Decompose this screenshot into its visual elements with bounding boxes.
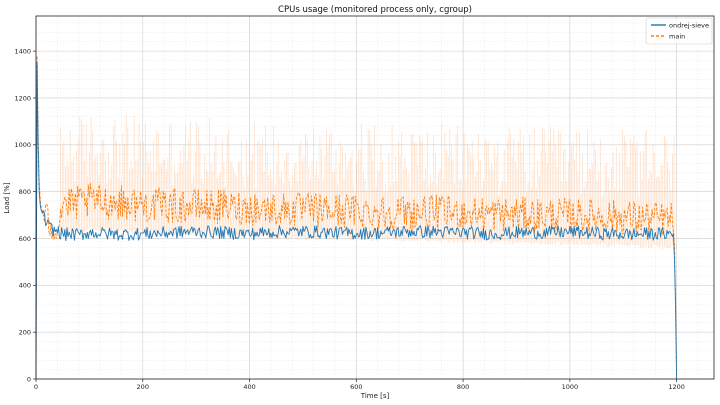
x-axis-ticks: 0 200 400 600 800 1000 1200 xyxy=(34,379,685,391)
plot-frame xyxy=(35,15,715,380)
x-tick-label: 1200 xyxy=(668,383,685,391)
y-tick-label: 1000 xyxy=(14,141,31,149)
x-tick-label: 1000 xyxy=(562,383,579,391)
series-line-main xyxy=(35,55,678,380)
x-axis-label: Time [s] xyxy=(360,392,390,400)
x-tick-label: 600 xyxy=(350,383,362,391)
legend-main-label: main xyxy=(669,33,685,41)
series-layer xyxy=(35,55,678,380)
y-tick-label: 200 xyxy=(19,328,31,336)
series-line-ondrej-sieve xyxy=(35,62,678,380)
y-tick-label: 600 xyxy=(19,235,31,243)
y-tick-label: 800 xyxy=(19,188,31,196)
legend-ondrej-sieve-label: ondrej-sieve xyxy=(669,22,709,30)
y-tick-label: 1200 xyxy=(14,94,31,102)
y-tick-label: 1400 xyxy=(14,47,31,55)
x-tick-label: 800 xyxy=(457,383,469,391)
y-tick-label: 400 xyxy=(19,282,31,290)
legend: ondrej-sieve main xyxy=(645,17,713,45)
y-tick-label: 0 xyxy=(27,375,31,383)
x-tick-label: 200 xyxy=(137,383,149,391)
x-tick-label: 0 xyxy=(34,383,38,391)
y-axis-ticks: 0 200 400 600 800 1000 1200 1400 xyxy=(14,47,36,383)
x-tick-label: 400 xyxy=(243,383,255,391)
y-axis-label: Load [%] xyxy=(3,182,11,213)
chart-title: CPUs usage (monitored process only, cgro… xyxy=(278,5,472,15)
